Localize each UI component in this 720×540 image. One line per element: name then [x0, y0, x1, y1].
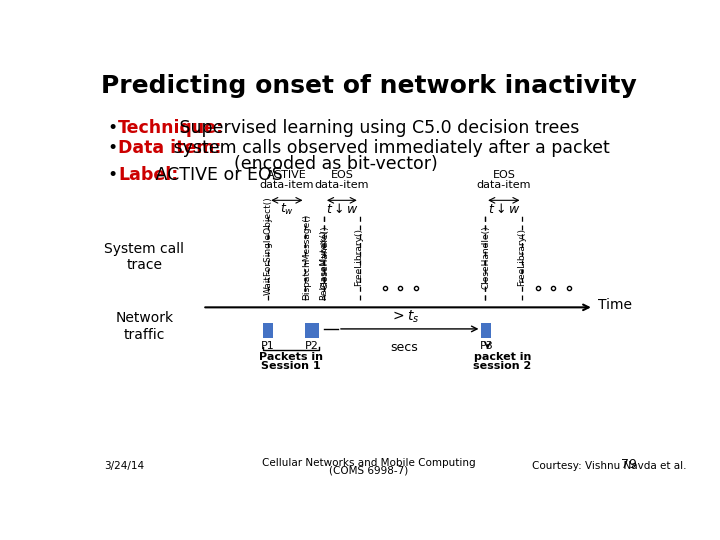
Text: data-item: data-item — [477, 179, 531, 190]
Text: Network
traffic: Network traffic — [115, 312, 174, 342]
Text: packet in: packet in — [474, 352, 531, 362]
Text: CloseHandle(): CloseHandle() — [320, 226, 329, 289]
Text: data-item: data-item — [260, 179, 314, 190]
Text: ReleaseMutex(): ReleaseMutex() — [319, 230, 328, 300]
Text: •: • — [107, 166, 117, 185]
Text: (encoded as bit-vector): (encoded as bit-vector) — [168, 155, 438, 173]
Text: System call
trace: System call trace — [104, 242, 184, 272]
Text: Courtesy: Vishnu Navda et al.: Courtesy: Vishnu Navda et al. — [532, 461, 686, 471]
Text: FreeLibrary(): FreeLibrary() — [517, 228, 526, 286]
Text: ACTIVE: ACTIVE — [267, 170, 307, 180]
Text: Time: Time — [598, 298, 632, 312]
Text: ACTIVE or EOS: ACTIVE or EOS — [150, 166, 283, 185]
Text: session 2: session 2 — [473, 361, 531, 372]
Bar — [263, 323, 273, 338]
Text: secs: secs — [391, 341, 418, 354]
Text: •: • — [107, 139, 117, 158]
Text: Predicting onset of network inactivity: Predicting onset of network inactivity — [101, 74, 637, 98]
Text: CloseHandle(): CloseHandle() — [482, 226, 490, 289]
Text: data-item: data-item — [315, 179, 369, 190]
Text: WaitForSingleObject(): WaitForSingleObject() — [264, 197, 273, 295]
Text: P2: P2 — [305, 341, 318, 351]
Text: Supervised learning using C5.0 decision trees: Supervised learning using C5.0 decision … — [174, 119, 579, 138]
Text: FreeLibrary(): FreeLibrary() — [354, 228, 364, 286]
Text: DispatchMessage(): DispatchMessage() — [302, 214, 311, 300]
Text: Session 1: Session 1 — [261, 361, 321, 372]
Text: EOS: EOS — [492, 170, 516, 180]
Text: Packets in: Packets in — [259, 352, 323, 362]
Text: 79: 79 — [621, 458, 637, 471]
Text: 3/24/14: 3/24/14 — [104, 461, 144, 471]
Text: system calls observed immediately after a packet: system calls observed immediately after … — [168, 139, 610, 158]
Text: $t_w$: $t_w$ — [280, 202, 294, 217]
Text: Label:: Label: — [118, 166, 179, 185]
Text: Technique:: Technique: — [118, 119, 224, 138]
Text: $t{\downarrow}w$: $t{\downarrow}w$ — [487, 202, 520, 216]
Text: $t{\downarrow}w$: $t{\downarrow}w$ — [325, 202, 358, 216]
Text: P3: P3 — [480, 341, 494, 351]
Bar — [482, 323, 492, 338]
Text: •: • — [107, 119, 117, 138]
Text: P1: P1 — [261, 341, 274, 351]
Text: (COMS 6998-7): (COMS 6998-7) — [329, 466, 409, 476]
Text: $> t_s$: $> t_s$ — [390, 309, 419, 325]
Text: Cellular Networks and Mobile Computing: Cellular Networks and Mobile Computing — [262, 458, 476, 468]
Text: EOS: EOS — [330, 170, 354, 180]
Text: Data item:: Data item: — [118, 139, 222, 158]
Bar — [305, 323, 320, 338]
